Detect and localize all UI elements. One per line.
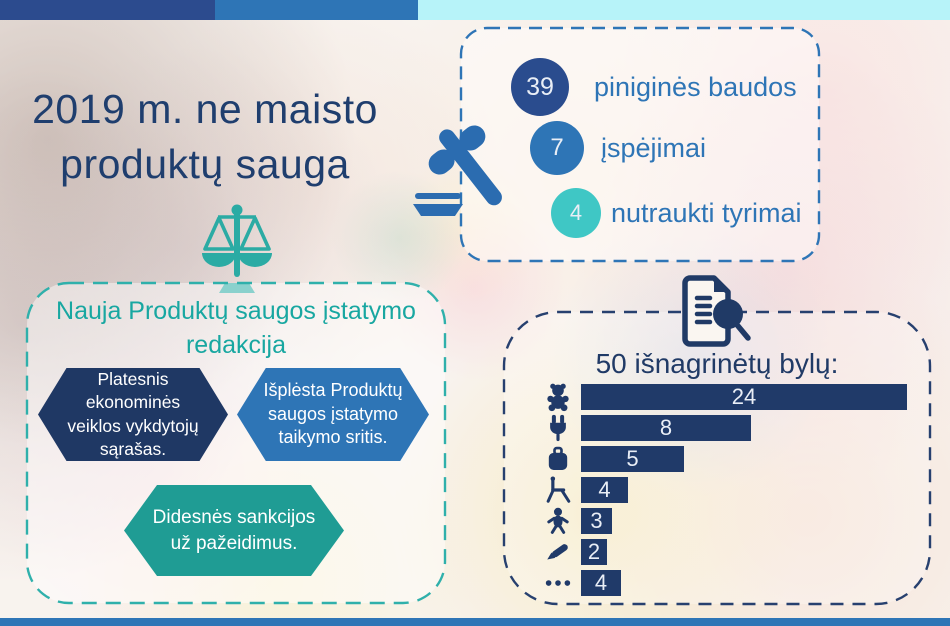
bar-stationery: 2 — [581, 539, 607, 565]
document-search-icon — [682, 275, 751, 347]
chart-row-furniture: 4 — [541, 476, 907, 503]
page-title-line2: produktų sauga — [60, 141, 350, 187]
top-bar-cyan — [418, 0, 950, 20]
penalty-label-terminated: nutraukti tyrimai — [611, 198, 802, 228]
penalty-circle-fines: 39 — [511, 58, 569, 116]
chart-row-toys: 24 — [541, 383, 907, 412]
bar-toys-value: 24 — [731, 384, 757, 409]
chart-row-bags: 5 — [541, 446, 907, 472]
bag-icon — [541, 446, 575, 472]
plug-icon — [541, 414, 575, 442]
top-bar-navy — [0, 0, 215, 20]
ellipsis-icon — [541, 570, 575, 596]
law-box-title-line2: redakcija — [185, 331, 287, 359]
hexagon-bigger-sanctions-text: Didesnės sankcijos už pažeidimus. — [152, 507, 316, 554]
hexagon-wider-list: Platesnis ekonominės veiklos vykdytojų s… — [38, 368, 228, 461]
penalty-count-terminated: 4 — [569, 200, 583, 225]
penalty-count-fines: 39 — [526, 72, 554, 101]
hexagon-expanded-scope-text: Išplėsta Produktų saugos įstatymo taikym… — [263, 379, 403, 448]
bar-furniture: 4 — [581, 477, 628, 503]
teddy-bear-icon — [541, 383, 575, 412]
law-box-title: Nauja Produktų saugos įstatymo redakcija — [34, 294, 438, 362]
top-bar-blue — [215, 0, 418, 20]
cases-bar-chart: 24 8 — [541, 383, 907, 601]
chart-row-electrical: 8 — [541, 414, 907, 442]
penalty-count-warnings: 7 — [550, 134, 564, 161]
penalty-circle-warnings: 7 — [530, 121, 584, 175]
penalty-circle-terminated: 4 — [551, 188, 601, 238]
chart-row-other: 4 — [541, 570, 907, 596]
baby-icon — [541, 507, 575, 534]
bar-electrical: 8 — [581, 415, 751, 441]
penalty-label-warnings: įspėjimai — [601, 133, 707, 163]
bottom-bar — [0, 618, 950, 626]
law-box-title-line1: Nauja Produktų saugos įstatymo — [56, 297, 416, 325]
page-title: 2019 m. ne maisto produktų sauga — [20, 82, 390, 192]
bar-bags: 5 — [581, 446, 684, 472]
hexagon-wider-list-text: Platesnis ekonominės veiklos vykdytojų s… — [67, 369, 199, 459]
pencil-icon — [541, 539, 575, 565]
cases-title: 50 išnagrinėtų bylų: — [595, 348, 839, 379]
bar-furniture-value: 4 — [598, 477, 611, 502]
gavel-icon — [413, 125, 502, 216]
bar-baby-value: 3 — [590, 508, 603, 533]
bar-toys: 24 — [581, 384, 907, 410]
chart-row-baby: 3 — [541, 507, 907, 534]
bar-other-value: 4 — [594, 570, 608, 595]
bar-bags-value: 5 — [626, 446, 639, 471]
page-title-line1: 2019 m. ne maisto — [32, 86, 378, 132]
hexagon-expanded-scope: Išplėsta Produktų saugos įstatymo taikym… — [237, 368, 429, 461]
scales-of-justice-icon — [202, 204, 272, 293]
hexagon-bigger-sanctions: Didesnės sankcijos už pažeidimus. — [124, 485, 344, 576]
bar-stationery-value: 2 — [587, 539, 601, 564]
chair-icon — [541, 476, 575, 503]
penalty-label-fines: piniginės baudos — [594, 72, 797, 102]
bar-other: 4 — [581, 570, 621, 596]
bar-baby: 3 — [581, 508, 612, 534]
bar-electrical-value: 8 — [659, 415, 673, 440]
chart-row-stationery: 2 — [541, 539, 907, 565]
